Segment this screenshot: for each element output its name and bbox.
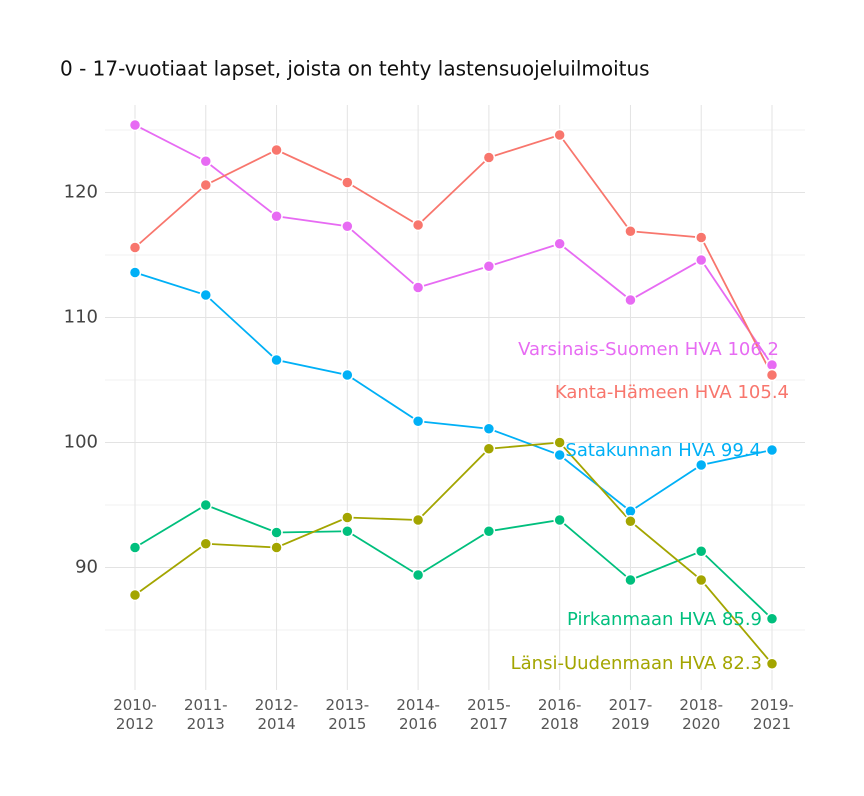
data-point [411,568,425,582]
series-label: Pirkanmaan HVA 85.9 [567,609,762,630]
x-tick-label-line: 2014 [257,715,295,733]
data-point [482,151,496,164]
data-point [553,436,566,449]
y-tick-label: 90 [75,557,98,578]
x-tick-label-line: 2015 [328,715,366,733]
series-label: Varsinais-Suomen HVA 106.2 [518,339,779,360]
x-tick-label: 2012-2014 [255,696,299,733]
x-tick-label-line: 2017- [609,696,653,714]
data-point [694,231,708,244]
x-tick-label-line: 2013 [187,715,225,733]
data-point [128,588,142,602]
x-tick-label: 2019-2021 [750,696,794,733]
x-tick-label-line: 2010- [113,696,157,714]
x-tick-label-line: 2020 [682,715,720,733]
x-tick-label: 2015-2017 [467,696,511,733]
data-point [765,443,779,457]
data-point [765,657,779,670]
data-point [341,220,354,233]
data-point [765,612,779,625]
data-point [270,526,283,539]
data-point [270,210,283,223]
chart-title: 0 - 17-vuotiaat lapset, joista on tehty … [60,57,650,81]
x-tick-label-line: 2012- [255,696,299,714]
y-tick-label: 120 [64,182,98,203]
data-point [199,537,213,550]
x-tick-label-line: 2021 [753,715,791,733]
x-tick-label: 2014-2016 [396,696,440,733]
data-point [553,128,566,142]
series-label: Kanta-Hämeen HVA 105.4 [555,382,789,403]
x-tick-label: 2017-2019 [609,696,653,733]
data-point [694,573,708,587]
data-point [765,368,779,382]
x-tick-label-line: 2019 [611,715,649,733]
y-tick-label: 100 [64,432,98,453]
data-point [482,442,496,455]
series-line [134,271,773,513]
series-label: Länsi-Uudenmaan HVA 82.3 [511,653,762,674]
x-tick-label: 2018-2020 [679,696,723,733]
x-tick-label-line: 2018 [541,715,579,733]
x-tick-label-line: 2017 [470,715,508,733]
data-point [128,541,142,554]
data-point [694,545,708,558]
data-point [624,573,637,587]
data-point [624,225,637,238]
y-tick-label: 110 [64,307,98,328]
data-point [553,513,566,527]
x-tick-label-line: 2014- [396,696,440,714]
data-point [553,448,566,462]
data-point [624,515,637,528]
x-tick-label-line: 2013- [326,696,370,714]
x-tick-label: 2010-2012 [113,696,157,733]
x-tick-label: 2011-2013 [184,696,228,733]
data-point [270,143,283,157]
series-line [134,133,773,376]
x-tick-label-line: 2011- [184,696,228,714]
x-tick-label-line: 2019- [750,696,794,714]
data-point [482,260,496,273]
data-point [341,176,354,189]
x-tick-label: 2016-2018 [538,696,582,733]
data-point [270,353,283,367]
x-tick-label-line: 2016- [538,696,582,714]
series-line [134,504,773,620]
data-point [199,498,213,512]
x-tick-label-line: 2018- [679,696,723,714]
data-point [199,155,213,168]
series-line [134,124,773,366]
data-point [199,178,213,192]
data-point [128,266,142,279]
data-point [128,241,142,254]
data-point [199,288,213,302]
series-label: Satakunnan HVA 99.4 [565,440,761,461]
data-point [694,458,708,472]
data-point [341,368,354,382]
data-point [694,253,708,267]
data-point [411,281,425,294]
x-tick-label-line: 2015- [467,696,511,714]
data-point [341,525,354,538]
data-point [411,513,425,527]
data-point [482,422,496,435]
data-point [270,541,283,554]
data-point [341,511,354,524]
data-point [482,525,496,538]
x-tick-label-line: 2012 [116,715,154,733]
x-tick-label-line: 2016 [399,715,437,733]
data-point [411,415,425,428]
data-point [553,237,566,250]
data-point [624,293,637,307]
data-point [128,118,142,132]
data-point [411,218,425,232]
x-tick-label: 2013-2015 [326,696,370,733]
series-line [134,441,773,665]
